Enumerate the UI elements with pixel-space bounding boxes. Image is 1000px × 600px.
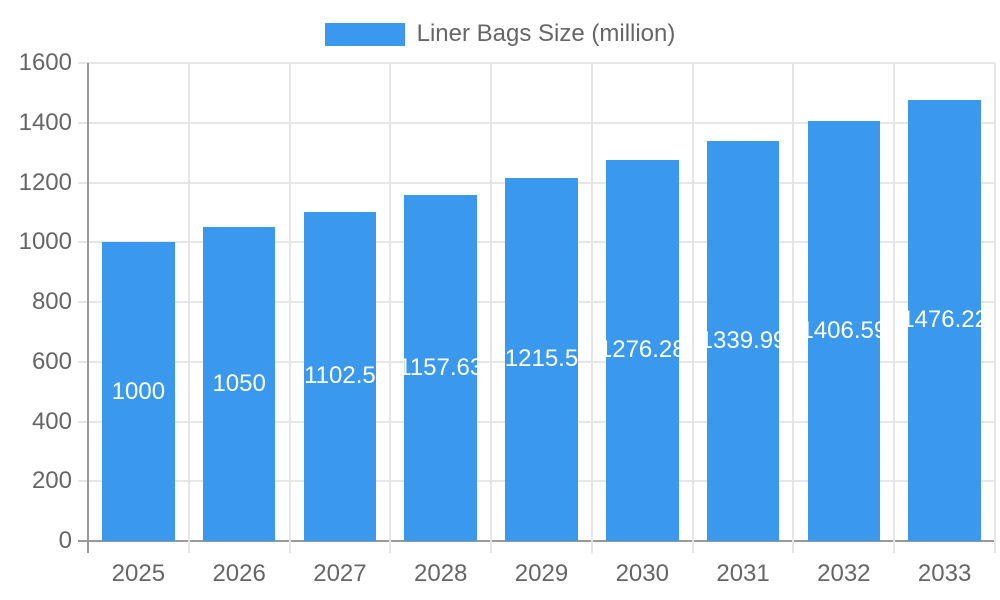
gridline-vertical [389,63,392,541]
y-axis-tick [78,360,88,363]
x-axis-tick [893,541,896,553]
y-axis-tick-label: 1600 [18,49,72,76]
x-axis-tick-label: 2025 [111,560,166,587]
bar-2027[interactable]: 1102.5 [303,211,377,541]
bar-2028[interactable]: 1157.63 [404,195,477,541]
y-axis-tick [78,301,88,303]
bar-2033[interactable]: 1476.22 [908,99,981,541]
x-axis-tick-label: 2033 [917,560,972,587]
x-axis-tick [590,541,593,553]
legend-label: Liner Bags Size (million) [416,20,676,47]
x-axis-tick-label: 2029 [514,560,569,587]
bar-value-label: 1157.63 [404,354,477,382]
bar-value-label: 1000 [111,377,166,405]
gridline-horizontal [88,121,995,124]
gridline-vertical [490,63,493,541]
gridline-horizontal [88,62,995,64]
x-axis-line [88,540,995,542]
gridline-vertical [792,63,795,541]
bar-2025[interactable]: 1000 [102,242,175,541]
legend-item[interactable]: Liner Bags Size (million) [324,20,676,48]
gridline-vertical [893,63,896,541]
bar-value-label: 1102.5 [304,362,376,390]
bar-2031[interactable]: 1339.99 [706,140,780,541]
gridline-vertical [288,63,291,541]
x-axis-tick-label: 2028 [414,560,468,587]
legend: Liner Bags Size (million) [0,20,1000,48]
gridline-vertical [994,63,996,541]
y-axis-tick-label: 800 [31,288,72,315]
y-axis-tick-label: 200 [31,467,72,495]
y-axis-tick [78,540,88,542]
y-axis-tick-label: 0 [58,527,72,554]
gridline-vertical [187,63,190,541]
x-axis-tick-label: 2026 [212,560,266,587]
bar-2030[interactable]: 1276.28 [605,159,679,541]
bar-value-label: 1050 [212,370,266,398]
x-axis-tick-label: 2032 [817,560,871,587]
y-axis-line [87,63,89,541]
y-axis-tick-label: 400 [31,407,72,435]
gridline-vertical [590,63,593,541]
x-axis-tick [187,541,190,553]
y-axis-tick [78,420,88,423]
y-axis-tick-label: 1200 [18,168,72,196]
bar-value-label: 1476.22 [908,306,981,334]
y-axis-tick-label: 1400 [18,108,72,136]
gridline-vertical [691,63,694,541]
bar-value-label: 1276.28 [606,336,679,364]
bar-value-label: 1406.59 [808,316,881,344]
x-axis-tick-label: 2030 [615,560,669,587]
y-axis-tick [78,480,88,483]
x-axis-tick-label: 2027 [313,560,367,587]
x-axis-tick [792,541,795,553]
x-axis-tick [389,541,392,553]
x-axis-tick [994,541,996,553]
x-axis-tick [87,541,89,553]
y-axis-tick-label: 600 [31,347,72,375]
x-axis-tick [691,541,694,553]
x-axis-tick [490,541,493,553]
bar-2026[interactable]: 1050 [202,227,276,541]
bar-2029[interactable]: 1215.5 [505,177,578,541]
x-axis-tick [288,541,291,553]
y-axis-tick-label: 1000 [18,228,72,256]
x-axis-tick-label: 2031 [716,560,770,587]
bar-value-label: 1339.99 [707,326,780,354]
bar-value-label: 1215.5 [505,345,578,373]
y-axis-tick [78,121,88,124]
y-axis-tick [78,181,88,184]
y-axis-tick [78,241,88,244]
y-axis-tick [78,62,88,64]
legend-swatch [324,22,405,46]
bar-2032[interactable]: 1406.59 [807,120,881,541]
